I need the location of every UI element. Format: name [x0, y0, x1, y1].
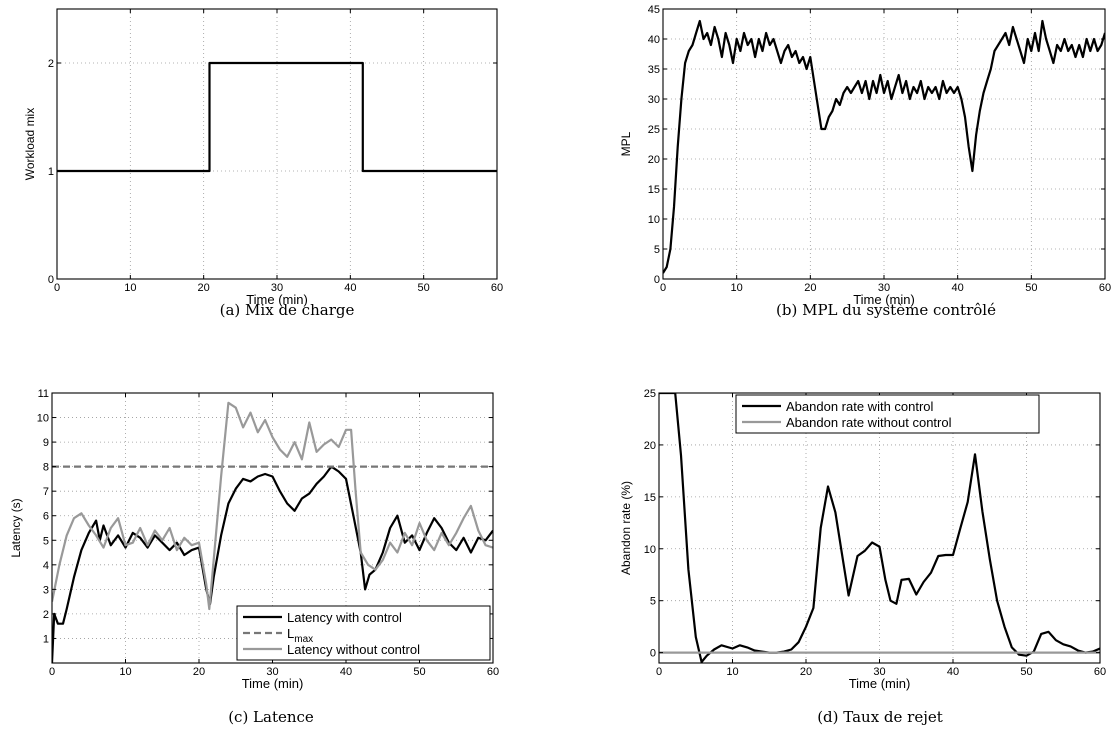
x-tick-label: 10	[731, 282, 743, 294]
x-tick-label: 60	[1094, 666, 1106, 678]
y-tick-label: 11	[38, 388, 49, 400]
x-tick-label: 30	[266, 666, 278, 678]
x-tick-label: 20	[193, 666, 205, 678]
y-tick-label: 8	[43, 462, 49, 474]
chart-b: 0 10 20 30 40 50 60 0 5 10 15 20 25 30 35 40 45 Time (min…	[619, 4, 1111, 319]
x-tick-label: 40	[952, 282, 964, 294]
series-line-1	[659, 393, 1100, 663]
chart-c: 0 10 20 30 40 50 60 1 2 3 4 5 6 7 8 9 10 11 Time (min) Late…	[9, 388, 499, 726]
y-tick-label: 45	[648, 4, 660, 16]
legend-label-text: Abandon rate without control	[786, 415, 952, 430]
y-tick-label: 10	[37, 413, 49, 425]
y-axis-label: Latency (s)	[9, 498, 23, 557]
y-tick-label: 0	[48, 274, 54, 286]
y-tick-label: 3	[43, 584, 49, 596]
x-tick-label: 60	[1099, 282, 1111, 294]
x-tick-label: 0	[660, 282, 666, 294]
y-tick-label: 10	[648, 214, 660, 226]
y-tick-label: 5	[654, 244, 660, 256]
y-tick-label: 0	[654, 274, 660, 286]
x-tick-label: 50	[1025, 282, 1037, 294]
legend-label: Lmax	[287, 626, 313, 645]
x-tick-label: 40	[340, 666, 352, 678]
series-line-1	[52, 465, 493, 663]
y-tick-label: 2	[43, 609, 49, 621]
y-tick-label: 0	[650, 648, 656, 660]
x-tick-label: 40	[344, 282, 356, 294]
y-tick-label: 15	[644, 492, 656, 504]
chart-caption: (c) Latence	[228, 708, 314, 726]
y-tick-label: 20	[648, 154, 660, 166]
chart-caption: (d) Taux de rejet	[817, 708, 943, 726]
x-tick-label: 10	[119, 666, 131, 678]
x-tick-label: 50	[1020, 666, 1032, 678]
y-tick-label: 35	[648, 64, 660, 76]
legend-box	[735, 394, 1040, 434]
y-tick-label: 2	[48, 58, 54, 70]
x-tick-label: 50	[413, 666, 425, 678]
chart-caption: (a) Mix de charge	[220, 301, 355, 319]
y-tick-label: 40	[648, 34, 660, 46]
legend-label: Abandon rate with control	[786, 399, 934, 414]
chart-caption: (b) MPL du système contrôlé	[776, 301, 996, 319]
y-tick-label: 5	[650, 596, 656, 608]
y-tick-label: 25	[644, 388, 656, 400]
legend-label: Abandon rate without control	[786, 415, 952, 430]
series-group	[52, 401, 493, 663]
y-tick-label: 6	[43, 511, 49, 523]
legend-label: Latency without control	[287, 642, 420, 657]
legend-box	[236, 605, 491, 661]
x-tick-label: 30	[271, 282, 283, 294]
x-axis-label: Time (min)	[246, 292, 308, 307]
x-axis-label: Time (min)	[242, 676, 304, 691]
legend-label-text: Latency with control	[287, 610, 402, 625]
x-tick-label: 50	[418, 282, 430, 294]
y-tick-label: 10	[644, 544, 656, 556]
x-tick-label: 20	[800, 666, 812, 678]
legend-label: Latency with control	[287, 610, 402, 625]
x-tick-label: 10	[726, 666, 738, 678]
y-tick-label: 30	[648, 94, 660, 106]
x-tick-label: 60	[491, 282, 503, 294]
x-axis-label: Time (min)	[853, 292, 915, 307]
series-line-3	[52, 401, 493, 611]
x-tick-label: 40	[947, 666, 959, 678]
series-line-1	[663, 19, 1105, 274]
series-group	[57, 61, 497, 173]
legend-label-text: L	[287, 626, 294, 641]
x-tick-label: 20	[804, 282, 816, 294]
x-tick-label: 30	[873, 666, 885, 678]
legend-label-subscript: max	[294, 634, 313, 645]
y-tick-label: 7	[43, 486, 49, 498]
y-axis-label: Workload mix	[23, 108, 37, 180]
y-tick-label: 4	[43, 560, 49, 572]
legend-label-text: Latency without control	[287, 642, 420, 657]
series-group	[659, 393, 1100, 663]
x-tick-label: 20	[198, 282, 210, 294]
x-tick-label: 30	[878, 282, 890, 294]
y-tick-label: 15	[648, 184, 660, 196]
y-tick-label: 25	[648, 124, 660, 136]
y-tick-label: 1	[48, 166, 54, 178]
legend-label-text: Abandon rate with control	[786, 399, 934, 414]
y-tick-label: 5	[43, 535, 49, 547]
x-tick-label: 10	[124, 282, 136, 294]
y-tick-label: 1	[43, 633, 49, 645]
x-axis-label: Time (min)	[849, 676, 911, 691]
y-axis-label: Abandon rate (%)	[619, 481, 633, 575]
chart-d: 0 10 20 30 40 50 60 0 5 10 15 20 25 Time (min) Abandon…	[619, 388, 1106, 726]
series-line-1	[57, 61, 497, 173]
x-tick-label: 0	[49, 666, 55, 678]
series-group	[663, 19, 1105, 274]
y-axis-label: MPL	[619, 131, 633, 156]
x-tick-label: 0	[54, 282, 60, 294]
x-tick-label: 60	[487, 666, 499, 678]
x-tick-label: 0	[656, 666, 662, 678]
chart-a: 0 10 20 30 40 50 60 0 1 2 Time (min) Workload mix (a…	[23, 8, 503, 319]
y-tick-label: 20	[644, 440, 656, 452]
y-tick-label: 9	[43, 437, 49, 449]
